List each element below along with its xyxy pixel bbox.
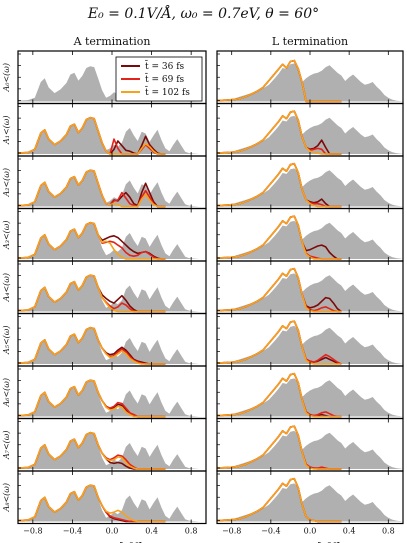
- series-line: [17, 221, 166, 260]
- legend-label: t̄ = 36 fs: [145, 60, 185, 72]
- background-spectrum: [217, 220, 403, 259]
- x-tick-label: −0.8: [222, 527, 241, 536]
- series-line: [17, 484, 166, 523]
- series-line: [216, 110, 342, 155]
- x-axis-label: ω − μ [eV]: [281, 541, 341, 543]
- x-tick-label: 0.4: [343, 527, 356, 536]
- background-spectrum: [217, 325, 403, 364]
- x-tick-label: 0.0: [106, 527, 119, 536]
- x-tick-label: 0.0: [304, 527, 317, 536]
- row-ylabel: A₂<(ω): [2, 168, 11, 197]
- background-spectrum: [217, 273, 403, 312]
- row-ylabel: A₅<(ω): [2, 326, 11, 355]
- series-line: [216, 267, 342, 313]
- x-tick-label: −0.4: [261, 527, 280, 536]
- column-title-a: A termination: [73, 35, 151, 48]
- background-spectrum: [18, 381, 206, 417]
- series-line: [216, 59, 342, 103]
- background-spectrum: [217, 483, 403, 522]
- background-spectrum: [217, 115, 403, 154]
- background-spectrum: [217, 378, 403, 417]
- background-spectrum: [18, 276, 206, 312]
- x-tick-label: 0.4: [145, 527, 158, 536]
- row-ylabel: A₁<(ω): [2, 116, 11, 145]
- background-spectrum: [18, 328, 206, 364]
- row-ylabel: A₄<(ω): [2, 273, 11, 302]
- series-line: [17, 379, 166, 418]
- row-ylabel: A₈<(ω): [2, 483, 11, 512]
- row-ylabel: A₆<(ω): [2, 378, 11, 407]
- legend-label: t̄ = 102 fs: [145, 86, 191, 98]
- background-spectrum: [18, 433, 206, 469]
- background-spectrum: [18, 171, 206, 207]
- legend-label: t̄ = 69 fs: [145, 73, 185, 85]
- series-line: [216, 477, 342, 523]
- row-ylabel: A₀<(ω): [2, 63, 11, 92]
- x-tick-label: 0.8: [382, 527, 395, 536]
- series-line: [17, 326, 166, 365]
- x-axis-label: ω − μ [eV]: [83, 541, 143, 543]
- figure-title: E₀ = 0.1V/Å, ω₀ = 0.7eV, θ = 60°: [87, 6, 320, 22]
- background-spectrum: [217, 168, 403, 207]
- series-line: [17, 274, 166, 313]
- series-line: [216, 320, 342, 365]
- background-spectrum: [18, 118, 206, 154]
- background-spectrum: [217, 430, 403, 469]
- row-ylabel: A₇<(ω): [2, 431, 11, 460]
- series-line: [216, 372, 342, 418]
- series-line: [216, 162, 342, 208]
- row-ylabel: A₃<(ω): [2, 221, 11, 250]
- series-line: [17, 431, 166, 470]
- series-line: [216, 425, 342, 470]
- x-tick-label: −0.4: [63, 527, 82, 536]
- background-spectrum: [18, 223, 206, 259]
- series-line: [216, 215, 342, 260]
- x-tick-label: 0.8: [185, 527, 198, 536]
- column-title-l: L termination: [272, 35, 348, 48]
- background-spectrum: [217, 63, 403, 102]
- x-tick-label: −0.8: [23, 527, 42, 536]
- background-spectrum: [18, 486, 206, 522]
- series-line: [17, 116, 166, 155]
- series-line: [17, 169, 166, 208]
